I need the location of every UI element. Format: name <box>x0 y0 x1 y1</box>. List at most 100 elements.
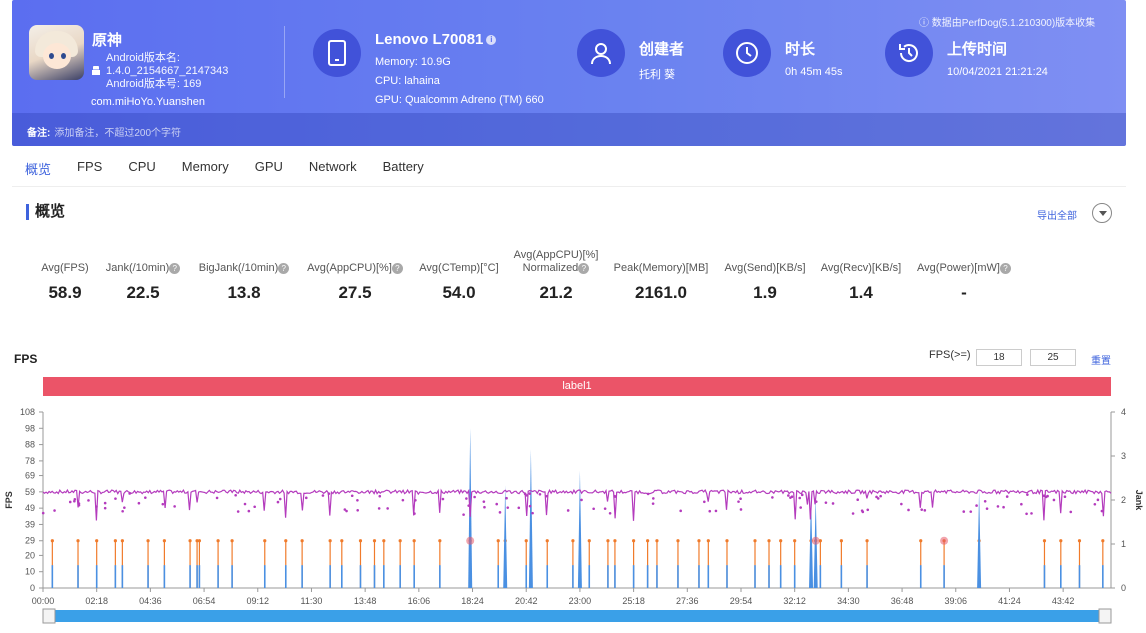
fps-point <box>1025 512 1028 516</box>
jank-point <box>263 539 267 543</box>
y2-tick-label: 4 <box>1121 407 1126 417</box>
fps-point <box>866 508 870 512</box>
fps-point <box>1002 505 1005 509</box>
help-icon[interactable]: ? <box>999 262 1011 274</box>
y-tick-label: 20 <box>25 550 35 560</box>
fps-point <box>1100 509 1104 513</box>
y-tick-label: 98 <box>25 423 35 433</box>
fps-chart[interactable]: 0 10 20 29 39 49 59 69 78 88 98 108 0 1 2 3 4 00:00 02:18 0… <box>0 396 1146 633</box>
collapse-toggle-icon[interactable] <box>1092 203 1112 223</box>
fps-point <box>321 494 325 497</box>
info-icon[interactable]: i <box>486 35 497 46</box>
reset-button[interactable]: 重置 <box>1091 356 1111 367</box>
x-tick-label: 36:48 <box>891 596 914 606</box>
jank-point <box>372 539 377 543</box>
export-all-link[interactable]: 导出全部 <box>1037 211 1077 222</box>
jank-point <box>230 539 234 543</box>
y-tick-label: 39 <box>25 519 35 529</box>
fps-point <box>814 500 818 503</box>
fps-point <box>613 495 617 498</box>
fps-point <box>679 509 683 513</box>
jank-point <box>300 539 304 543</box>
metric-7: Avg(Send)[KB/s] 1.9 <box>705 262 825 303</box>
fps-point <box>983 500 987 503</box>
fps-point <box>799 506 802 509</box>
metric-value: 1.4 <box>849 283 873 302</box>
y2-tick-label: 2 <box>1121 495 1126 505</box>
x-tick-label: 20:42 <box>515 596 538 606</box>
label-bar[interactable]: label1 <box>43 377 1111 396</box>
phone-icon <box>313 29 361 77</box>
metric-8: Avg(Recv)[KB/s] 1.4 <box>801 262 921 303</box>
x-tick-label: 23:00 <box>569 596 592 606</box>
jank-highlight <box>811 536 820 545</box>
jank-point <box>1042 539 1047 543</box>
metric-label-text: Peak(Memory)[MB] <box>613 262 709 274</box>
metric-0: Avg(FPS) 58.9 <box>5 262 125 303</box>
fps-threshold-input-2[interactable]: 25 <box>1030 349 1076 366</box>
fps-point <box>824 501 828 504</box>
jank-point <box>676 539 680 543</box>
metric-value: 27.5 <box>338 283 372 302</box>
fps-point <box>1026 493 1029 496</box>
jank-point <box>1077 539 1082 543</box>
x-tick-label: 27:36 <box>676 596 699 606</box>
fps-point <box>413 512 416 515</box>
time-range-scrollbar[interactable] <box>43 610 1111 622</box>
help-icon[interactable]: ? <box>391 262 403 274</box>
jank-point <box>113 539 117 543</box>
fps-point <box>771 496 774 499</box>
metric-value: 21.2 <box>539 283 573 302</box>
metric-label: Avg(Power)[mW]? <box>904 262 1024 275</box>
y2-tick-label: 1 <box>1121 539 1126 549</box>
help-icon[interactable]: ? <box>578 262 590 274</box>
jank-point <box>197 539 202 543</box>
fps-point <box>253 505 256 509</box>
fps-section-title: FPS <box>14 352 38 366</box>
tab-network[interactable]: Network <box>308 159 357 174</box>
tab-overview[interactable]: 概览 <box>25 162 52 177</box>
jank-point <box>412 539 416 543</box>
fps-point <box>123 506 126 509</box>
metric-1: Jank(/10min)? 22.5 <box>83 262 203 303</box>
fps-point <box>523 492 527 496</box>
fps-point <box>401 498 405 502</box>
metric-label: Avg(Recv)[KB/s] <box>801 262 921 275</box>
y-tick-label: 88 <box>25 440 35 450</box>
remark-input[interactable]: 添加备注，不超过200个字符 <box>54 128 182 139</box>
fps-point <box>985 507 989 510</box>
tab-gpu[interactable]: GPU <box>254 159 283 174</box>
fps-point <box>739 508 743 511</box>
fps-point <box>278 497 282 501</box>
help-icon[interactable]: ? <box>169 262 181 274</box>
jank-point <box>606 539 610 543</box>
metric-label: Avg(AppCPU)[%]? <box>295 262 415 275</box>
bigjank-spike <box>528 449 533 588</box>
scrollbar-left-handle[interactable] <box>42 608 56 624</box>
fps-point <box>1096 498 1100 502</box>
jank-point <box>438 539 442 543</box>
android-version-label: Android版本名: <box>106 52 180 64</box>
remark-bar[interactable]: 备注: 添加备注，不超过200个字符 <box>12 113 1126 146</box>
jank-point <box>496 539 500 543</box>
fps-threshold-input-1[interactable]: 18 <box>976 349 1022 366</box>
bigjank-spike <box>577 470 582 588</box>
fps-point <box>856 498 860 502</box>
tab-cpu[interactable]: CPU <box>128 159 156 174</box>
fps-point <box>545 494 549 498</box>
fps-point <box>962 510 966 513</box>
metric-value: 1.9 <box>753 283 777 302</box>
fps-point <box>327 492 331 495</box>
metric-label-text: Normalized <box>522 262 579 274</box>
help-icon[interactable]: ? <box>278 262 290 274</box>
tab-battery[interactable]: Battery <box>382 159 424 174</box>
x-tick-label: 06:54 <box>193 596 216 606</box>
tab-fps[interactable]: FPS <box>77 159 103 174</box>
fps-point <box>441 497 445 501</box>
jank-point <box>340 539 344 543</box>
jank-point <box>398 539 402 543</box>
tab-memory[interactable]: Memory <box>181 159 229 174</box>
scrollbar-right-handle[interactable] <box>1098 608 1112 624</box>
y-tick-label: 0 <box>30 583 35 593</box>
jank-point <box>865 539 869 543</box>
